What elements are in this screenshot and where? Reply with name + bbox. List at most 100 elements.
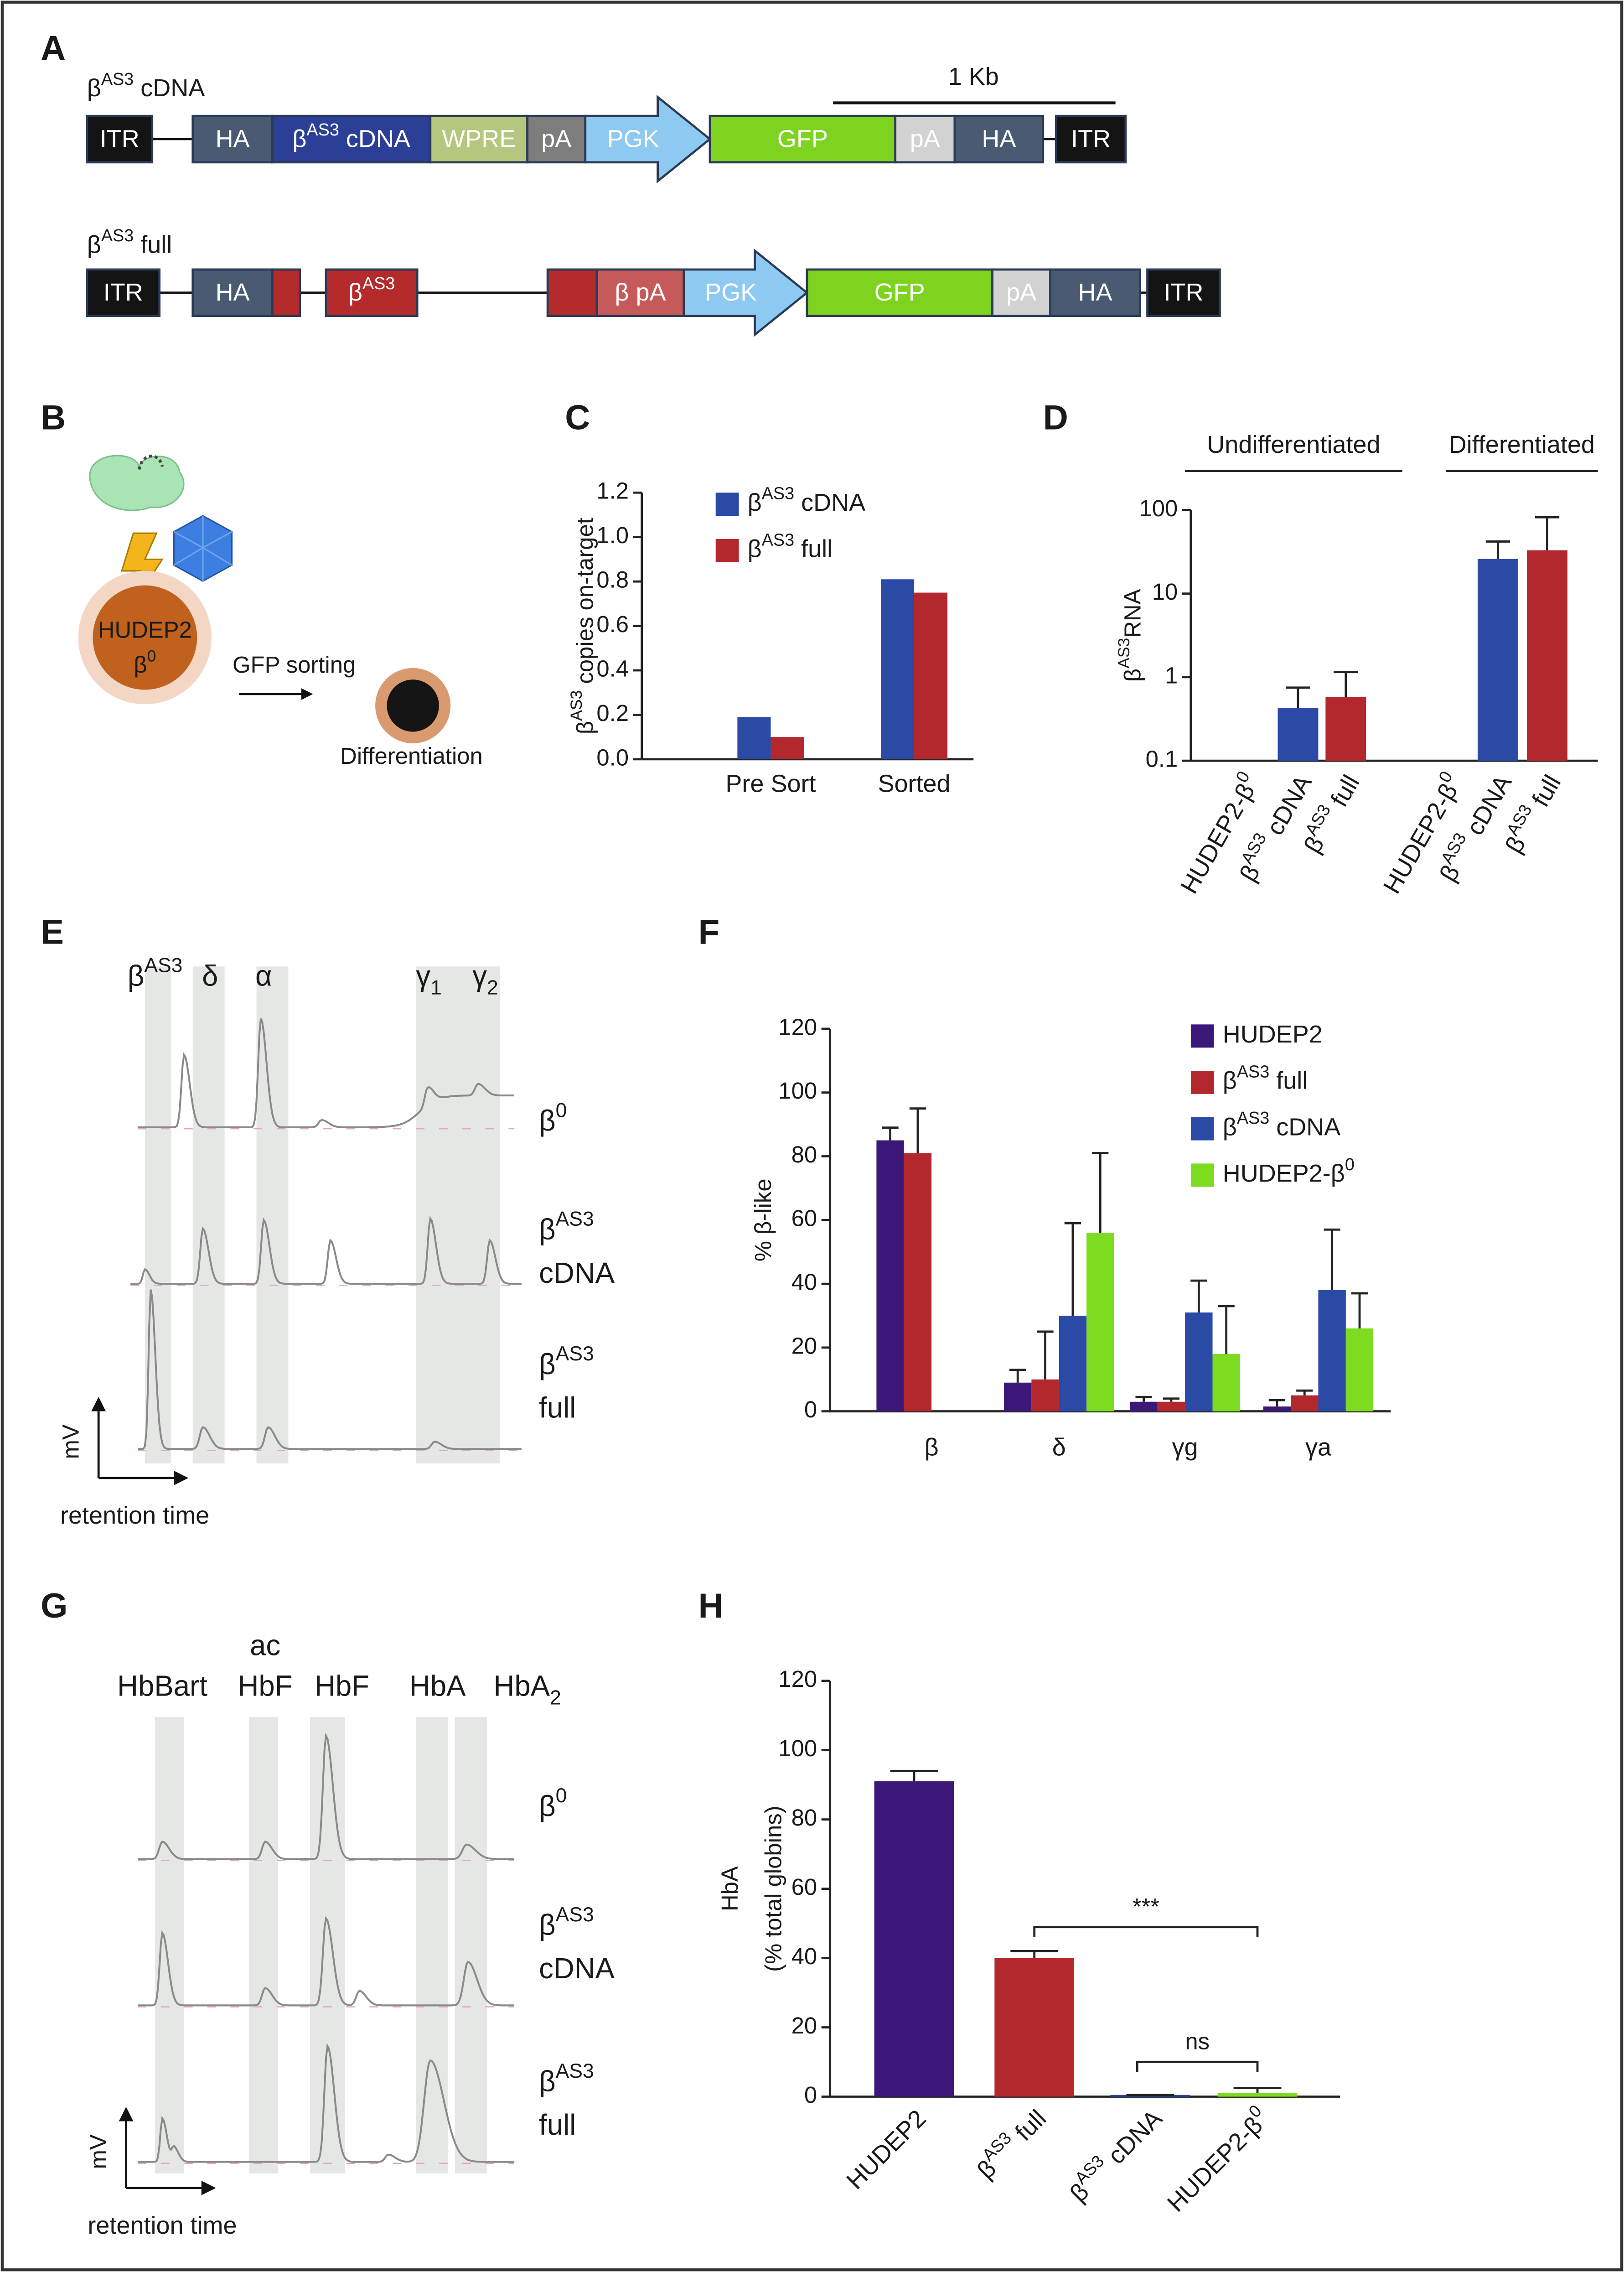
bar [880, 579, 914, 759]
bar [1318, 1290, 1346, 1411]
arrowhead [119, 2106, 134, 2122]
legend-swatch [715, 493, 739, 516]
panel-label: E [41, 913, 64, 951]
y-tick-label: 0 [804, 1396, 817, 1422]
x-tick-label: δ [1052, 1434, 1066, 1461]
bar [1526, 550, 1567, 761]
panel-label: H [698, 1587, 724, 1625]
y-axis-title: % β-like [750, 1178, 776, 1261]
construct-element [191, 114, 274, 164]
text-part: AS3 [362, 274, 395, 293]
group-label: Differentiated [1449, 431, 1595, 458]
panel-label: C [565, 399, 590, 437]
element-label: pA [541, 125, 571, 152]
legend-label: HUDEP2 [1223, 1021, 1323, 1048]
significance-label: *** [1133, 1893, 1159, 1919]
peak-band [416, 1717, 448, 2173]
text-part: 0 [147, 647, 156, 665]
bar [1185, 1312, 1213, 1411]
element-label: ITR [100, 125, 140, 152]
bar [1003, 1382, 1032, 1411]
construct-element [86, 114, 154, 164]
element-label: WPRE [442, 125, 516, 152]
y-tick-label: 120 [778, 1666, 817, 1692]
element-label: GFP [874, 279, 925, 306]
text-part: 0 [1345, 1155, 1355, 1174]
legend-label: HUDEP2-β0 [1223, 1155, 1355, 1187]
text-part: 0 [556, 1100, 567, 1122]
y-tick-label: 40 [791, 1943, 817, 1969]
y-tick-label: 80 [791, 1141, 817, 1167]
sample-label: full [539, 1391, 576, 1424]
bar [737, 717, 771, 759]
text-part: AS3 [567, 690, 585, 721]
significance-label: ns [1185, 2028, 1210, 2054]
peak-band [192, 966, 225, 1464]
y-tick-label: 60 [791, 1874, 817, 1900]
bar [1157, 1401, 1185, 1411]
differentiated-nucleus [387, 680, 439, 732]
y-tick-label: 60 [791, 1205, 817, 1231]
cell-nucleus [93, 585, 197, 690]
panel-label: F [698, 913, 720, 951]
bar [1277, 708, 1319, 761]
construct-element [86, 268, 161, 317]
peak-band [416, 966, 500, 1464]
aav-facets [173, 516, 233, 581]
trace [137, 1916, 515, 2007]
construct-element [271, 114, 432, 164]
element-label: ITR [103, 279, 143, 306]
construct-element [271, 268, 301, 317]
bar [874, 1781, 954, 2097]
bar [1217, 2093, 1298, 2097]
peak-label: HbF [238, 1670, 293, 1702]
text-part: AS3 [556, 1904, 594, 1926]
element-label: PGK [705, 279, 757, 306]
bar [1031, 1379, 1059, 1411]
promoter-arrow [683, 248, 809, 337]
construct-element [991, 268, 1052, 317]
text-part: AS3 [1237, 1062, 1269, 1081]
text-part: 2 [487, 977, 498, 999]
bar [904, 1153, 932, 1411]
bar [876, 1140, 904, 1411]
text-part: 2 [550, 1687, 561, 1709]
element-label: pA [1006, 279, 1036, 306]
text-part: AS3 [101, 226, 134, 245]
arrowhead [91, 1396, 106, 1411]
element-label: HA [216, 279, 250, 306]
bar [1477, 559, 1518, 761]
genotype: β0 [134, 647, 156, 678]
x-tick-label: Pre Sort [725, 770, 816, 797]
trace [137, 2043, 515, 2163]
y-tick-label: 0 [804, 2082, 817, 2108]
peak-band [249, 1717, 279, 2173]
panel-label: D [1043, 399, 1068, 437]
y-tick-label: 1.2 [596, 478, 629, 504]
legend-swatch [1190, 1024, 1214, 1048]
peak-label: ac [250, 1629, 280, 1661]
significance-bracket [1136, 2060, 1259, 2072]
cell-line: HUDEP2 [98, 617, 192, 643]
peak-label: δ [202, 960, 218, 992]
construct-element [429, 114, 529, 164]
peak-label: HbA [409, 1670, 466, 1702]
construct-element [1049, 268, 1142, 317]
peak-band [256, 966, 289, 1464]
cas9-icon [89, 455, 185, 511]
x-tick-label: β [925, 1434, 939, 1461]
panel-label: G [41, 1587, 67, 1625]
construct-element [325, 268, 419, 317]
promoter-arrow [584, 94, 712, 184]
construct-element [1146, 268, 1221, 317]
significance-bracket [1033, 1926, 1259, 1938]
text-part: AS3 [144, 954, 182, 977]
legend-swatch [1190, 1117, 1214, 1141]
peak-band [310, 1717, 345, 2173]
trace [137, 1289, 522, 1450]
peak-band [155, 1717, 184, 2173]
y-tick-label: 120 [778, 1014, 817, 1040]
trace [137, 1018, 515, 1129]
bar [994, 1958, 1075, 2097]
